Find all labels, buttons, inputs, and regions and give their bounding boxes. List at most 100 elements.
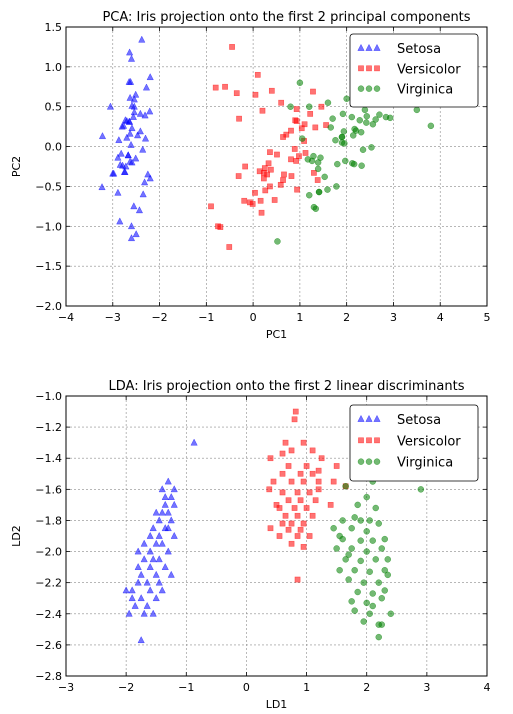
data-point bbox=[280, 471, 285, 476]
data-point bbox=[292, 505, 297, 510]
data-point bbox=[295, 577, 300, 582]
x-tick-label: 3 bbox=[423, 681, 430, 694]
data-point bbox=[346, 577, 352, 583]
data-point bbox=[373, 505, 379, 511]
legend-label: Virginica bbox=[397, 83, 453, 98]
data-point bbox=[304, 505, 309, 510]
data-point bbox=[333, 183, 339, 189]
x-tick-label: 4 bbox=[437, 311, 444, 324]
data-point bbox=[272, 197, 277, 202]
data-point bbox=[376, 112, 382, 118]
legend-marker bbox=[366, 459, 372, 465]
y-axis-label: LD2 bbox=[10, 525, 23, 547]
data-point bbox=[222, 84, 227, 89]
data-point bbox=[358, 517, 364, 523]
legend-label: Versicolor bbox=[397, 62, 461, 77]
y-tick-label: −1.4 bbox=[35, 452, 62, 465]
data-point bbox=[319, 104, 324, 109]
data-point bbox=[331, 525, 337, 531]
data-point bbox=[370, 591, 376, 597]
x-tick-label: 1 bbox=[303, 681, 310, 694]
y-tick-label: −2.4 bbox=[35, 608, 62, 621]
data-point bbox=[306, 104, 312, 110]
data-point bbox=[280, 451, 285, 456]
data-point bbox=[317, 155, 323, 161]
data-point bbox=[418, 486, 424, 492]
data-point bbox=[247, 200, 252, 205]
data-point bbox=[274, 502, 279, 507]
data-point bbox=[280, 490, 285, 495]
data-point bbox=[337, 533, 343, 539]
data-point bbox=[229, 44, 234, 49]
data-point bbox=[383, 114, 389, 120]
data-point bbox=[279, 100, 284, 105]
data-point bbox=[299, 126, 304, 131]
pca-panel: −4 −3 −2 −1 0 1 2 3 4 51.51.00.50.0−0.5−1.0−1.5−2… bbox=[10, 10, 491, 341]
x-tick-label: −1 bbox=[178, 681, 194, 694]
legend-marker bbox=[374, 438, 379, 443]
data-point bbox=[315, 177, 320, 182]
x-tick-label: −3 bbox=[105, 311, 121, 324]
data-point bbox=[293, 118, 298, 123]
data-point bbox=[360, 147, 366, 153]
data-point bbox=[295, 490, 300, 495]
data-point bbox=[274, 238, 280, 244]
data-point bbox=[341, 128, 347, 134]
chart-title: LDA: Iris projection onto the first 2 li… bbox=[109, 379, 465, 394]
x-tick-label: 4 bbox=[484, 681, 491, 694]
data-point bbox=[298, 527, 303, 532]
data-point bbox=[259, 210, 264, 215]
data-point bbox=[355, 502, 361, 508]
data-point bbox=[286, 463, 291, 468]
data-point bbox=[376, 634, 382, 640]
data-point bbox=[382, 587, 388, 593]
data-point bbox=[289, 521, 294, 526]
data-point bbox=[267, 487, 272, 492]
data-point bbox=[289, 479, 294, 484]
data-point bbox=[311, 204, 317, 210]
data-point bbox=[288, 157, 293, 162]
y-tick-label: −1.0 bbox=[35, 390, 62, 403]
data-point bbox=[294, 187, 299, 192]
data-point bbox=[268, 456, 273, 461]
data-point bbox=[271, 479, 276, 484]
legend-label: Setosa bbox=[397, 42, 441, 57]
data-point bbox=[414, 107, 420, 113]
data-point bbox=[364, 600, 370, 606]
data-point bbox=[301, 544, 306, 549]
data-point bbox=[322, 174, 328, 180]
data-point bbox=[296, 154, 301, 159]
data-point bbox=[363, 120, 369, 126]
data-point bbox=[310, 471, 315, 476]
data-point bbox=[361, 619, 367, 625]
data-point bbox=[428, 123, 434, 129]
data-point bbox=[268, 167, 273, 172]
data-point bbox=[257, 169, 262, 174]
data-point bbox=[213, 85, 218, 90]
data-point bbox=[343, 483, 349, 489]
data-point bbox=[355, 589, 361, 595]
data-point bbox=[306, 192, 312, 198]
data-point bbox=[294, 158, 299, 163]
x-tick-label: 0 bbox=[243, 681, 250, 694]
y-tick-label: 0.5 bbox=[45, 101, 63, 114]
data-point bbox=[266, 161, 271, 166]
y-tick-label: −2.6 bbox=[35, 639, 62, 652]
y-tick-label: −2.8 bbox=[35, 670, 62, 683]
legend-marker bbox=[366, 86, 372, 92]
data-point bbox=[269, 88, 274, 93]
data-point bbox=[218, 224, 223, 229]
data-point bbox=[255, 72, 260, 77]
data-point bbox=[340, 111, 346, 117]
data-point bbox=[292, 417, 297, 422]
data-point bbox=[295, 513, 300, 518]
data-point bbox=[349, 598, 355, 604]
data-point bbox=[252, 190, 257, 195]
data-point bbox=[359, 163, 365, 169]
data-point bbox=[298, 498, 303, 503]
data-point bbox=[334, 161, 340, 167]
data-point bbox=[349, 114, 355, 120]
legend-label: Versicolor bbox=[397, 434, 461, 449]
data-point bbox=[304, 463, 309, 468]
data-point bbox=[253, 92, 258, 97]
